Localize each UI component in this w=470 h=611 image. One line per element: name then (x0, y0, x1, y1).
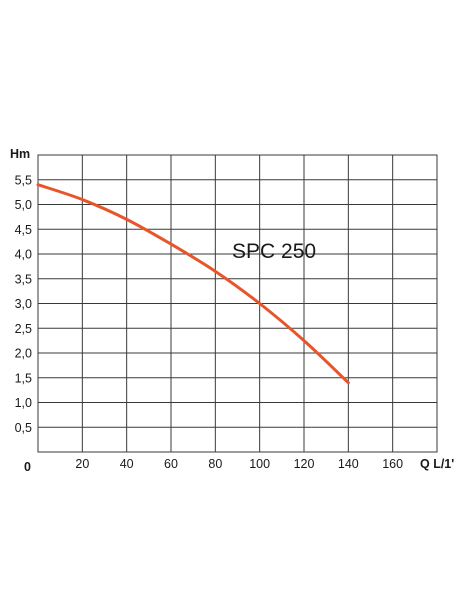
y-tick-label: 1,5 (15, 371, 32, 385)
y-tick-label: 3,5 (15, 272, 32, 286)
axis-labels: 20 40 60 80 100 120 140 160 0,5 1,0 1,5 2,0 2,5 3,0 3,… (15, 173, 404, 471)
pump-curve (36, 183, 350, 385)
x-tick-label: 160 (382, 457, 403, 471)
x-tick-label: 80 (208, 457, 222, 471)
y-axis-unit-label: Hm (10, 147, 30, 161)
performance-curve-line (36, 183, 350, 385)
y-tick-label: 4,5 (15, 223, 32, 237)
y-tick-label: 3,0 (15, 297, 32, 311)
y-tick-label: 4,0 (15, 248, 32, 262)
x-tick-label: 60 (164, 457, 178, 471)
x-tick-label: 40 (120, 457, 134, 471)
y-tick-label: 1,0 (15, 396, 32, 410)
x-tick-label: 100 (249, 457, 270, 471)
x-tick-label: 20 (75, 457, 89, 471)
y-tick-label: 2,5 (15, 322, 32, 336)
x-tick-label: 120 (294, 457, 315, 471)
x-tick-label: 140 (338, 457, 359, 471)
chart-grid (37, 154, 438, 453)
model-annotation: SPC 250 (232, 240, 316, 263)
y-tick-label: 5,0 (15, 198, 32, 212)
y-tick-label: 2,0 (15, 347, 32, 361)
y-tick-label: 0,5 (15, 421, 32, 435)
x-axis-unit-label: Q L/1' (420, 457, 454, 471)
y-tick-label: 5,5 (15, 173, 32, 187)
origin-label: 0 (24, 460, 31, 474)
